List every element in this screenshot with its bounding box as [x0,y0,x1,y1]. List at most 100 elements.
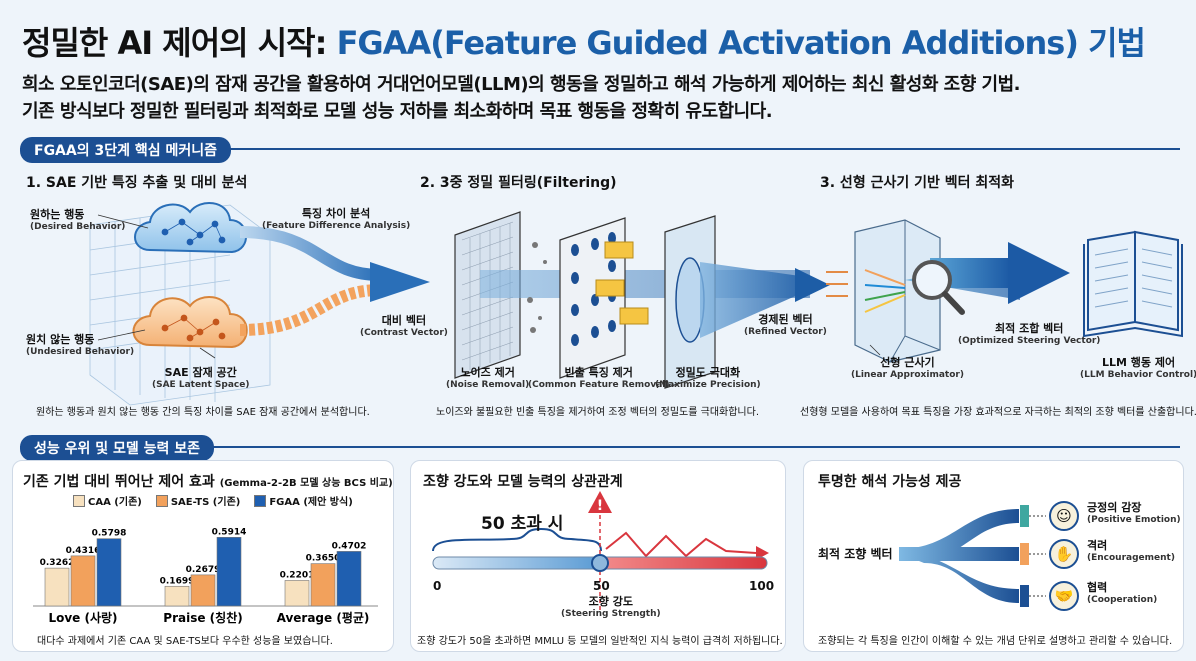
bar-2-0 [96,538,122,607]
category-label: Average (평균) [277,611,370,625]
optimized-text: 최적 조합 벡터 [995,322,1064,335]
bar-0-0 [44,567,70,607]
precision-en: (Maximize Precision) [655,379,761,390]
precision-label: 정밀도 극대화 (Maximize Precision) [655,366,761,391]
precision-lens [664,215,716,389]
step1-title: 1. SAE 기반 특징 추출 및 대비 분석 [26,175,248,191]
noise-label: 노이즈 제거 (Noise Removal) [446,366,529,391]
noise-en: (Noise Removal) [446,379,530,390]
subtitle-line-1: 희소 오토인코더(SAE)의 잠재 공간을 활용하여 거대언어모델(LLM)의 … [22,74,1021,95]
steering-card: 조향 강도와 모델 능력의 상관관계 ! 50 초과 시 0 50 100 조향… [410,460,786,652]
legend-caa: CAA (기존) [73,493,142,508]
magnifier-icon [912,260,965,315]
title-accent: FGAA(Feature Guided Activation Additions… [336,24,1146,62]
smile-icon: ☺ [1049,501,1079,531]
handshake-icon: 🤝 [1049,581,1079,611]
latent-en: (SAE Latent Space) [152,379,250,390]
brace [432,527,602,552]
desired-text: 원하는 행동 [30,208,85,221]
svg-text:!: ! [597,498,603,514]
out2-text: 격려 [1087,539,1108,552]
linear-label: 선형 근사기 (Linear Approximator) [851,356,964,381]
undesired-text: 원치 않는 행동 [26,333,95,346]
out3-text: 협력 [1087,581,1108,594]
out3-label: 협력 (Cooperation) [1087,581,1157,606]
undesired-label: 원치 않는 행동 (Undesired Behavior) [26,333,134,358]
source-vector-label: 최적 조향 벡터 [818,547,893,561]
bar-value-label: 0.2201 [280,570,315,580]
bar-value-label: 0.1699 [160,576,195,586]
bar-value-label: 0.3650 [306,554,341,564]
refined-label: 경제된 벡터 (Refined Vector) [744,313,827,338]
refined-vector-arrows [826,271,848,297]
decline-line [605,531,757,558]
card3-caption: 조향되는 각 특징을 인간이 이해할 수 있는 개념 단위로 설명하고 관리할 … [818,636,1173,647]
out1-en: (Positive Emotion) [1087,514,1181,525]
section1-pill: FGAA의 3단계 핵심 메커니즘 [20,137,232,163]
llm-en: (LLM Behavior Control) [1080,369,1196,380]
page-title: 정밀한 AI 제어의 시작: FGAA(Feature Guided Activ… [22,18,1146,64]
axis-label: 조향 강도 (Steering Strength) [561,595,661,620]
bar-0-1 [164,585,190,607]
desired-label: 원하는 행동 (Desired Behavior) [30,208,125,233]
optimized-label: 최적 조합 벡터 (Optimized Steering Vector) [958,322,1100,347]
step2-title: 2. 3중 정밀 필터링(Filtering) [420,175,617,191]
over50-label: 50 초과 시 [481,514,564,534]
llm-text: LLM 행동 제어 [1102,356,1176,369]
legend-saets-label: SAE-TS (기존) [170,497,241,508]
bar-value-label: 0.4316 [66,546,101,556]
precision-text: 정밀도 극대화 [675,366,741,379]
step3-title: 3. 선형 근사기 기반 벡터 최적화 [820,175,1014,191]
card1-title: 기존 기법 대비 뛰어난 제어 효과 (Gemma-2-2B 모델 상능 BCS… [23,471,393,491]
feature-diff-label: 특징 차이 분석 (Feature Difference Analysis) [262,207,410,232]
feature-diff-text: 특징 차이 분석 [301,207,371,220]
linear-en: (Linear Approximator) [851,369,964,380]
bar-value-label: 0.2679 [186,565,221,575]
bar-value-label: 0.3262 [40,558,75,568]
out2-label: 격려 (Encouragement) [1087,539,1175,564]
steering-diagram: ! [432,491,769,611]
card2-caption: 조향 강도가 50을 초과하면 MMLU 등 모델의 일반적인 지식 능력이 급… [417,636,783,647]
title-main: 정밀한 AI 제어의 시작: [22,24,337,62]
tick-50: 50 [593,579,610,593]
common-en: (Common Feature Removal) [528,379,670,390]
contrast-label: 대비 벡터 (Contrast Vector) [360,314,448,339]
bar-1-2 [310,563,336,607]
undesired-en: (Undesired Behavior) [26,346,135,357]
book-icon [1083,230,1183,338]
axis-label-text: 조향 강도 [588,595,633,608]
legend-swatch-fgaa [254,495,267,507]
axis-label-en: (Steering Strength) [561,608,661,619]
refined-text: 경제된 벡터 [758,313,813,326]
card1-caption: 대다수 과제에서 기존 CAA 및 SAE-TS보다 우수한 성능을 보였습니다… [37,636,333,647]
legend-saets: SAE-TS (기존) [155,493,241,508]
bar-2-2 [336,551,362,607]
out1-label: 긍정의 감장 (Positive Emotion) [1087,501,1181,526]
noise-text: 노이즈 제거 [460,366,515,379]
legend-caa-label: CAA (기존) [88,497,142,508]
common-label: 빈출 특징 제거 (Common Feature Removal) [528,366,669,391]
out3-en: (Cooperation) [1087,594,1158,605]
branch-diagram [899,505,1046,607]
performance-card: 기존 기법 대비 뛰어난 제어 효과 (Gemma-2-2B 모델 상능 BCS… [12,460,394,652]
desired-cloud [134,201,247,254]
bar-0-2 [284,580,310,607]
section1-divider [20,148,1180,150]
bar-value-label: 0.5798 [92,529,127,539]
category-label: Love (사랑) [48,610,117,625]
contrast-arrow-head [370,262,430,302]
desired-en: (Desired Behavior) [30,221,126,232]
legend-swatch-saets [155,495,168,507]
legend-swatch-caa [73,495,85,507]
subtitle-line-2: 기존 방식보다 정밀한 필터링과 최적화로 모델 성능 저하를 최소화하며 목표… [22,101,773,122]
bar-value-label: 0.5914 [212,527,247,537]
section2-pill: 성능 우위 및 모델 능력 보존 [20,435,215,461]
contrast-en: (Contrast Vector) [360,327,448,338]
optimized-vector-arrow [1008,242,1070,304]
legend-fgaa: FGAA (제안 방식) [254,493,353,508]
card2-title: 조향 강도와 모델 능력의 상관관계 [423,474,623,490]
slider-knob [591,554,609,572]
category-label: Praise (칭찬) [163,610,242,625]
